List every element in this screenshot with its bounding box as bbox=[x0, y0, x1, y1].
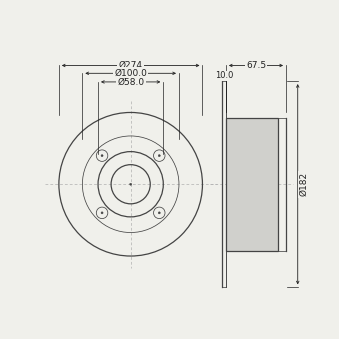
Text: Ø274: Ø274 bbox=[119, 61, 143, 70]
Circle shape bbox=[158, 212, 160, 214]
Bar bbox=[226, 118, 278, 251]
Circle shape bbox=[101, 155, 103, 157]
Text: 10.0: 10.0 bbox=[215, 72, 233, 80]
Text: 67.5: 67.5 bbox=[246, 61, 266, 70]
Circle shape bbox=[101, 212, 103, 214]
Circle shape bbox=[158, 155, 160, 157]
Text: Ø58.0: Ø58.0 bbox=[117, 77, 144, 86]
Text: Ø182: Ø182 bbox=[299, 172, 308, 196]
Text: Ø100.0: Ø100.0 bbox=[114, 69, 147, 78]
Circle shape bbox=[129, 183, 132, 185]
